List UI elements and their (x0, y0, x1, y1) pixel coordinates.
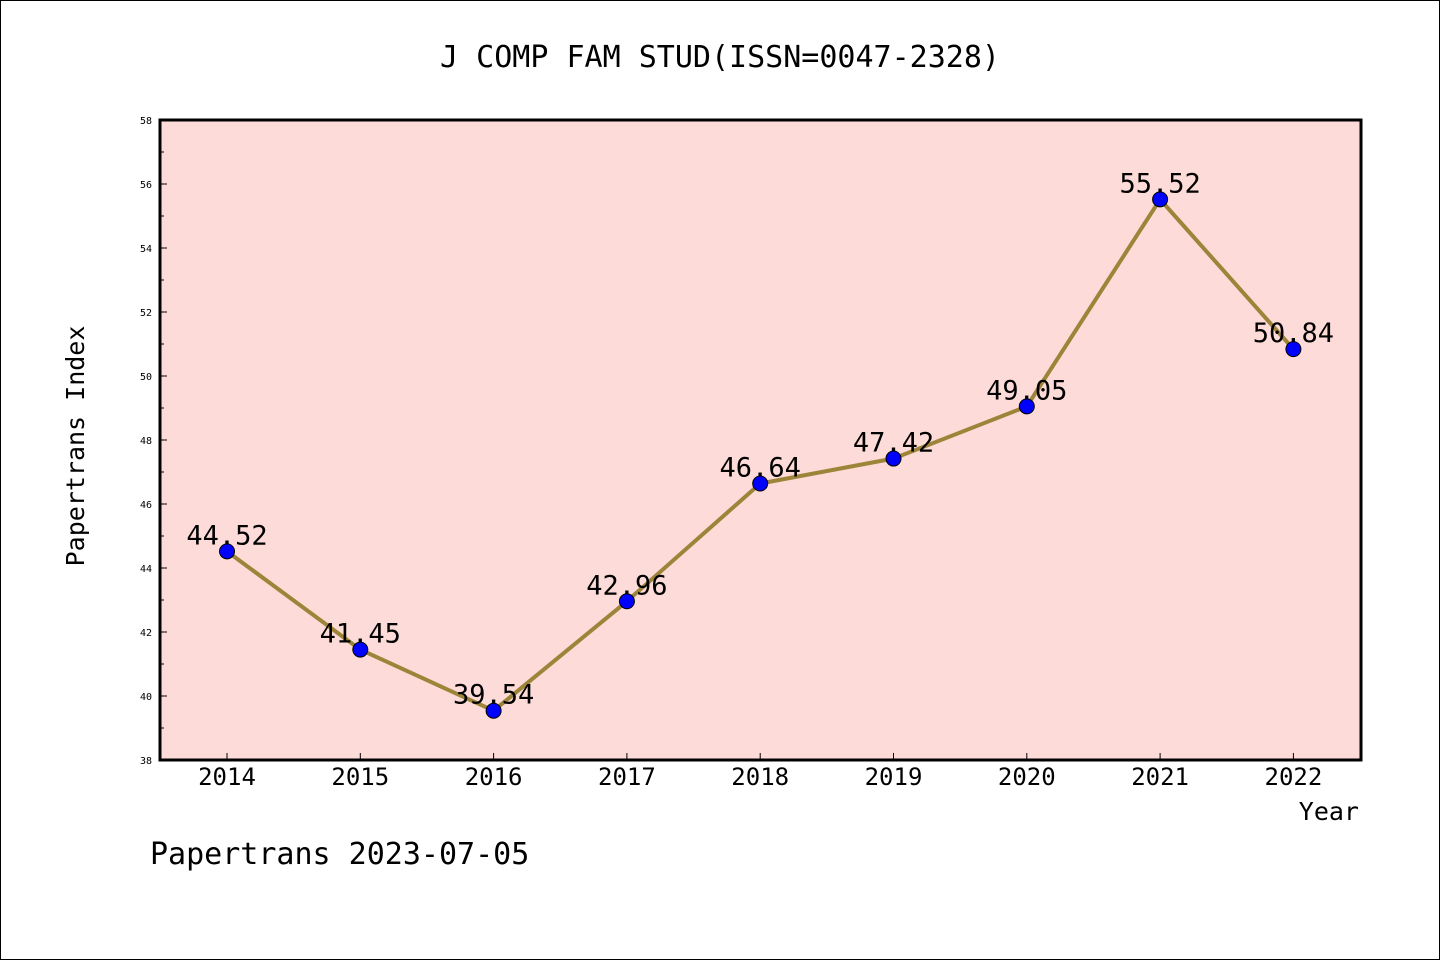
y-tick-label: 52 (140, 308, 152, 319)
data-label: 46.64 (720, 453, 801, 484)
x-tick-label: 2022 (1265, 763, 1323, 791)
data-label: 44.52 (186, 520, 267, 551)
y-tick-label: 40 (140, 692, 152, 703)
data-point (618, 593, 635, 610)
data-point (485, 702, 502, 719)
y-axis: 38 40 42 44 46 48 50 52 54 56 58 (140, 116, 167, 767)
y-tick-label: 54 (140, 244, 152, 255)
data-label: 55.52 (1119, 168, 1200, 199)
y-tick-label: 56 (140, 180, 152, 191)
y-tick-label: 50 (140, 372, 152, 383)
data-label: 49.05 (986, 375, 1067, 406)
plot-area (158, 118, 1363, 762)
data-label: 50.84 (1253, 318, 1334, 349)
x-tick-label: 2020 (998, 763, 1056, 791)
data-point (1018, 398, 1035, 415)
chart-title: J COMP FAM STUD(ISSN=0047-2328) (440, 40, 1000, 75)
footer-note: Papertrans 2023-07-05 (150, 837, 529, 872)
x-tick-label: 2018 (731, 763, 789, 791)
x-tick-label: 2014 (198, 763, 256, 791)
data-label: 42.96 (586, 570, 667, 601)
x-tick-label: 2016 (465, 763, 523, 791)
y-tick-label: 46 (140, 500, 152, 511)
data-point (885, 450, 902, 467)
data-point (352, 641, 369, 658)
data-point (1285, 341, 1302, 358)
data-label: 47.42 (853, 428, 934, 459)
data-point (219, 543, 235, 560)
x-tick-label: 2019 (865, 763, 923, 791)
y-tick-label: 48 (140, 436, 152, 447)
x-axis: 2014 2015 2016 2017 2018 2019 2020 2021 2022 (198, 753, 1322, 791)
data-label: 39.54 (453, 680, 534, 711)
data-label: 41.45 (320, 619, 401, 650)
x-axis-label: Year (1299, 797, 1359, 826)
y-tick-label: 42 (140, 628, 152, 639)
y-tick-label: 58 (140, 116, 152, 127)
data-series: 44.52 41.45 39.54 42.96 46.64 47.42 49.05 55.52… (186, 168, 1334, 719)
data-point (1152, 191, 1169, 208)
y-axis-label: Papertrans Index (61, 326, 90, 567)
x-tick-label: 2021 (1131, 763, 1189, 791)
y-tick-label: 44 (140, 564, 152, 575)
y-tick-label: 38 (140, 756, 152, 767)
data-point (752, 475, 769, 492)
x-tick-label: 2017 (598, 763, 656, 791)
x-tick-label: 2015 (331, 763, 389, 791)
